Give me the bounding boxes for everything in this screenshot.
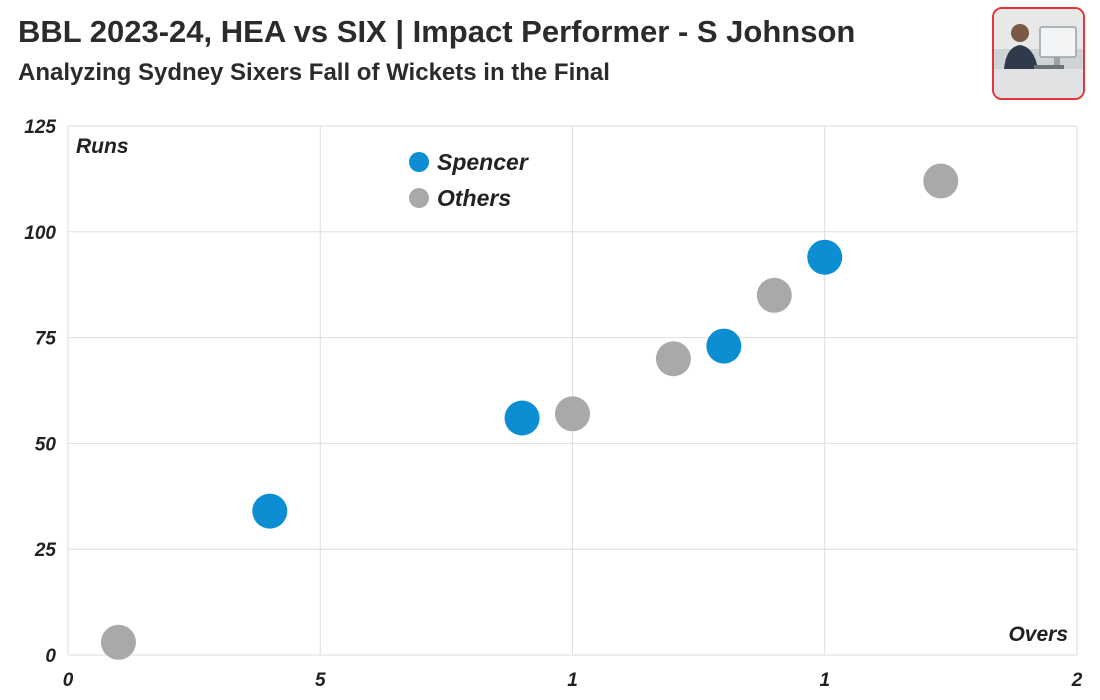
- x-tick-label: 0: [63, 670, 74, 691]
- data-point-others: [756, 277, 792, 313]
- legend-marker-others: [409, 188, 429, 208]
- data-point-spencer: [706, 328, 742, 364]
- x-tick-label: 1: [567, 670, 578, 691]
- data-point-others: [555, 396, 590, 432]
- y-tick-label: 75: [35, 329, 57, 350]
- legend-marker-spencer: [409, 152, 429, 172]
- x-tick-label: 1: [819, 670, 830, 691]
- data-points: [100, 163, 959, 660]
- data-point-spencer: [504, 400, 540, 436]
- author-avatar: [992, 7, 1085, 100]
- y-tick-label: 100: [24, 223, 56, 244]
- data-point-spencer: [252, 493, 288, 529]
- data-point-others: [655, 341, 691, 377]
- y-tick-label: 0: [45, 646, 56, 667]
- legend-label-spencer: Spencer: [437, 149, 529, 175]
- x-axis-label: Overs: [1008, 623, 1068, 646]
- x-axis-ticks: 0 5 1 1 2: [63, 670, 1083, 691]
- y-tick-label: 25: [34, 540, 57, 561]
- chart-grid: [67, 125, 1078, 656]
- chart-legend: Spencer Others: [409, 149, 529, 211]
- chart-title: BBL 2023-24, HEA vs SIX | Impact Perform…: [18, 14, 856, 49]
- y-axis-label: Runs: [76, 135, 129, 158]
- data-point-spencer: [807, 239, 843, 275]
- y-tick-label: 125: [24, 117, 56, 138]
- y-tick-label: 50: [35, 434, 57, 455]
- chart-subtitle: Analyzing Sydney Sixers Fall of Wickets …: [18, 59, 610, 86]
- data-point-others: [923, 163, 959, 199]
- x-tick-label: 2: [1071, 670, 1083, 691]
- person-at-desk-photo-icon: [994, 9, 1083, 98]
- data-point-others: [100, 624, 136, 660]
- y-axis-ticks: 0 25 50 75 100 125: [24, 117, 56, 667]
- x-tick-label: 5: [315, 670, 326, 691]
- legend-label-others: Others: [437, 185, 511, 211]
